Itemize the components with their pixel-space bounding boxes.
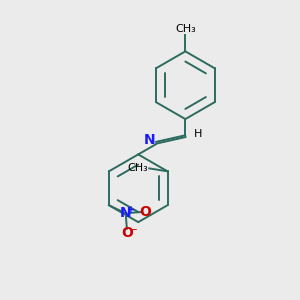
Text: CH₃: CH₃ [127,164,148,173]
Text: H: H [194,129,202,139]
Text: +: + [127,205,135,214]
Text: ⁻: ⁻ [130,226,136,239]
Text: CH₃: CH₃ [175,24,196,34]
Text: O: O [139,205,151,219]
Text: N: N [144,134,155,147]
Text: O: O [121,226,133,240]
Text: N: N [120,206,132,220]
